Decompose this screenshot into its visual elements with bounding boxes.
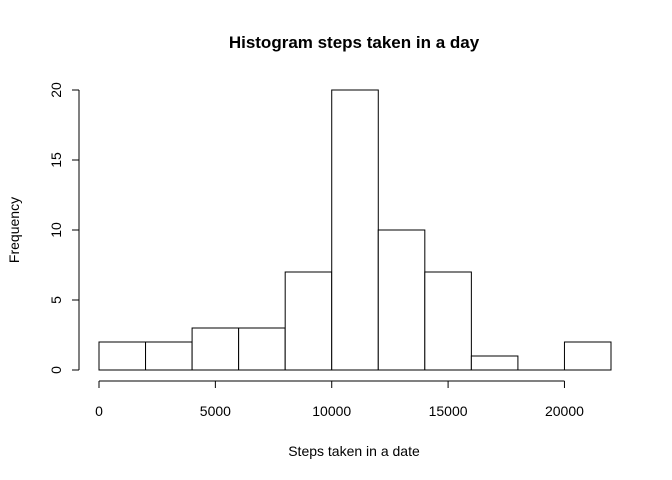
x-tick-label: 15000: [429, 403, 468, 419]
y-tick-label: 0: [48, 366, 64, 374]
histogram-bar-1: [145, 341, 193, 371]
y-tick-label: 5: [48, 296, 64, 304]
histogram-bars: [98, 89, 612, 371]
histogram-bar-6: [377, 229, 426, 371]
histogram-bar-3: [238, 327, 286, 371]
histogram-bar-4: [284, 271, 333, 371]
histogram-bar-8: [470, 355, 519, 371]
x-tick-label: 20000: [545, 403, 584, 419]
y-tick-label: 10: [48, 222, 64, 238]
histogram-bar-2: [191, 327, 240, 371]
y-axis: 0 5 10 15 20: [48, 82, 80, 374]
histogram-bar-0: [98, 341, 147, 371]
y-tick-label: 15: [48, 152, 64, 168]
y-axis-label: Frequency: [6, 197, 22, 263]
chart-title: Histogram steps taken in a day: [229, 33, 480, 52]
x-tick-label: 0: [95, 403, 103, 419]
x-tick-label: 10000: [312, 403, 351, 419]
y-tick-label: 20: [48, 82, 64, 98]
x-axis: 0 5000 10000 15000 20000: [95, 380, 584, 419]
x-tick-label: 5000: [200, 403, 231, 419]
x-axis-label: Steps taken in a date: [288, 443, 420, 459]
histogram-bar-7: [424, 271, 472, 371]
histogram-bar-10: [563, 341, 612, 371]
histogram-bar-5: [331, 89, 379, 371]
